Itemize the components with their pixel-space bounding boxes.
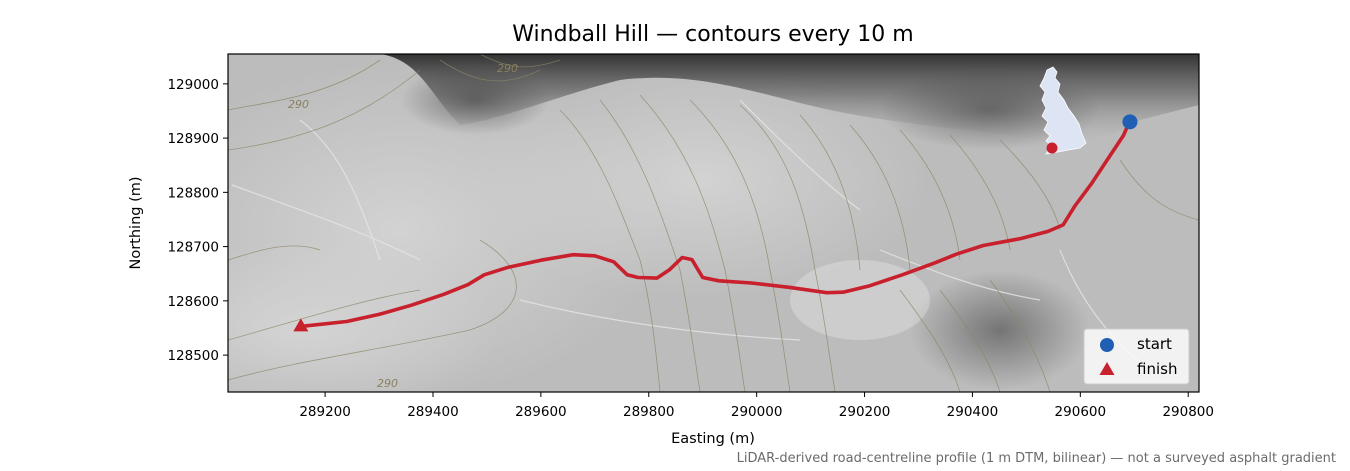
- contour-label: 290: [288, 98, 309, 111]
- legend-start-label: start: [1137, 335, 1172, 353]
- figure-caption: LiDAR-derived road-centreline profile (1…: [737, 451, 1336, 466]
- gb-outline-icon: [1039, 66, 1087, 155]
- x-axis: 289200 289400 289600 289800 290000 290200 2904…: [299, 392, 1214, 420]
- x-tick-label: 289800: [623, 404, 675, 420]
- y-tick-label: 129000: [167, 77, 219, 93]
- y-axis: 128500 128600 128700 128800 128900 129000: [167, 77, 228, 364]
- gb-locator-inset: [1039, 66, 1087, 155]
- y-axis-label: Northing (m): [128, 176, 144, 269]
- x-axis-label: Easting (m): [671, 431, 755, 447]
- y-tick-label: 128600: [167, 294, 219, 310]
- hillshade-basemap: [228, 54, 1199, 392]
- x-tick-label: 290800: [1162, 404, 1214, 420]
- x-tick-label: 289600: [515, 404, 567, 420]
- contour-label: 290: [377, 377, 398, 390]
- contour-label: 290: [497, 62, 518, 75]
- x-tick-label: 290200: [839, 404, 891, 420]
- y-tick-label: 128900: [167, 131, 219, 147]
- route-line: [298, 121, 1131, 329]
- start-marker: [1122, 114, 1138, 130]
- chart-title: Windball Hill — contours every 10 m: [512, 22, 913, 47]
- location-marker-icon: [1046, 142, 1058, 154]
- legend-finish-swatch: [1099, 362, 1115, 375]
- y-tick-label: 128800: [167, 185, 219, 201]
- finish-marker: [293, 318, 309, 332]
- legend: start finish: [1083, 328, 1190, 385]
- x-tick-label: 290600: [1055, 404, 1107, 420]
- x-tick-label: 289400: [407, 404, 459, 420]
- legend-start-swatch: [1100, 338, 1114, 352]
- x-tick-label: 290400: [947, 404, 999, 420]
- x-tick-label: 289200: [299, 404, 351, 420]
- route-layer: [298, 121, 1131, 329]
- plot-frame: [227, 53, 1200, 393]
- y-tick-label: 128700: [167, 240, 219, 256]
- x-tick-label: 290000: [731, 404, 783, 420]
- y-tick-label: 128500: [167, 348, 219, 364]
- legend-finish-label: finish: [1137, 360, 1177, 378]
